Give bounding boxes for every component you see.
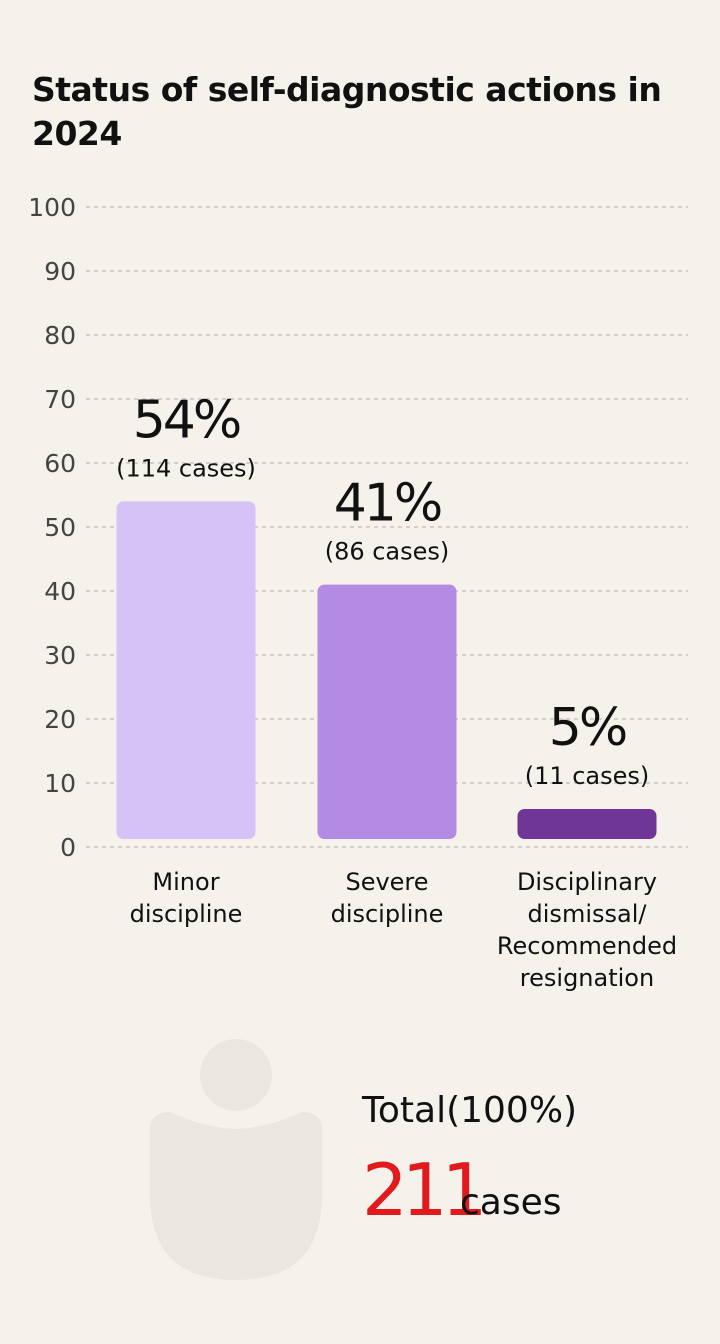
chart-title: Status of self-diagnostic actions in 202… [32,70,662,153]
y-tick-label: 60 [44,449,76,478]
bar [116,501,256,839]
y-tick-label: 70 [44,385,76,414]
x-tick-label: Disciplinary dismissal/Recommended resigna… [497,868,677,992]
y-tick-label: 80 [44,321,76,350]
y-tick-label: 90 [44,257,76,286]
x-tick-label: Minor discipline [130,868,243,928]
y-tick-label: 10 [44,769,76,798]
value-label: 5% [549,698,626,758]
case-label: (11 cases) [525,762,650,790]
value-label: 41% [334,474,441,534]
value-label: 54% [133,390,240,450]
case-label: (86 cases) [325,538,450,566]
total-unit: cases [460,1182,562,1223]
y-tick-label: 0 [60,833,76,862]
x-tick-label: Severe discipline [331,868,444,928]
y-tick-label: 100 [28,193,76,222]
y-tick-label: 30 [44,641,76,670]
bar-chart: 0 10 20 30 40 50 60 70 80 90 100 (114 cases) 54% Mino… [28,193,688,992]
y-tick-label: 20 [44,705,76,734]
y-tick-label: 40 [44,577,76,606]
bar [517,809,657,839]
case-label: (114 cases) [116,454,256,482]
total-label: Total(100%) [362,1090,578,1131]
bar [317,584,457,839]
y-tick-label: 50 [44,513,76,542]
total-value: 211 [362,1148,487,1232]
